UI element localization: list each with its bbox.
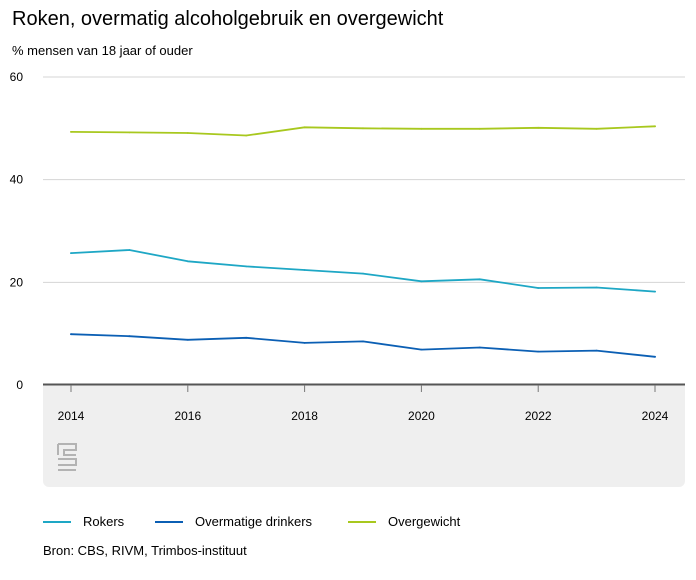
data-point-overmatige-drinkers-2024 bbox=[654, 355, 656, 358]
data-point-rokers-2014 bbox=[70, 252, 72, 255]
y-tick-label-40: 40 bbox=[10, 173, 24, 187]
data-point-rokers-2018 bbox=[303, 269, 306, 271]
data-point-rokers-2021 bbox=[478, 278, 481, 281]
data-point-rokers-2024 bbox=[654, 290, 656, 293]
y-tick-label-60: 60 bbox=[10, 70, 24, 84]
data-point-overmatige-drinkers-2022 bbox=[537, 350, 540, 353]
series-line-rokers bbox=[70, 249, 656, 293]
cbs-logo bbox=[56, 442, 78, 472]
line-chart: 0 20 40 60 2014 2016 2018 2020 2022 2024 bbox=[10, 70, 685, 423]
data-point-overmatige-drinkers-2021 bbox=[478, 346, 481, 349]
data-point-overmatige-drinkers-2017 bbox=[245, 336, 248, 339]
data-point-overgewicht-2018 bbox=[303, 126, 306, 129]
data-point-overgewicht-2017 bbox=[245, 134, 248, 137]
chart-title: Roken, overmatig alcoholgebruik en overg… bbox=[12, 8, 444, 30]
data-point-overgewicht-2020 bbox=[420, 127, 423, 130]
data-point-overgewicht-2016 bbox=[186, 132, 189, 134]
data-point-rokers-2019 bbox=[362, 272, 364, 275]
data-point-overmatige-drinkers-2015 bbox=[128, 335, 131, 338]
data-point-overmatige-drinkers-2020 bbox=[420, 348, 423, 351]
chart-subtitle: % mensen van 18 jaar of ouder bbox=[12, 43, 193, 58]
data-point-overgewicht-2024 bbox=[654, 125, 656, 128]
legend-label-overmatige-drinkers: Overmatige drinkers bbox=[195, 514, 313, 529]
data-point-overgewicht-2015 bbox=[128, 131, 131, 134]
x-tick-label-2022: 2022 bbox=[525, 409, 552, 423]
x-tick-label-2014: 2014 bbox=[58, 409, 85, 423]
x-tick-label-2016: 2016 bbox=[174, 409, 201, 423]
x-tick-label-2018: 2018 bbox=[291, 409, 318, 423]
x-axis-panel bbox=[43, 384, 685, 487]
y-tick-labels: 0 20 40 60 bbox=[10, 70, 24, 392]
legend-label-overgewicht: Overgewicht bbox=[388, 514, 461, 529]
y-tick-label-20: 20 bbox=[10, 275, 24, 289]
gridlines bbox=[43, 76, 685, 386]
y-tick-label-0: 0 bbox=[16, 378, 23, 392]
data-point-overmatige-drinkers-2014 bbox=[70, 333, 72, 336]
data-point-overmatige-drinkers-2018 bbox=[303, 342, 306, 344]
data-point-rokers-2020 bbox=[420, 280, 423, 283]
data-point-overmatige-drinkers-2023 bbox=[595, 349, 598, 352]
x-axis-ticks: 2014 2016 2018 2020 2022 2024 bbox=[58, 385, 669, 423]
data-point-rokers-2023 bbox=[595, 286, 598, 289]
data-point-rokers-2022 bbox=[537, 287, 540, 289]
series-line-overmatige-drinkers bbox=[70, 333, 656, 358]
data-point-overgewicht-2019 bbox=[362, 127, 364, 130]
data-point-overmatige-drinkers-2016 bbox=[186, 338, 189, 341]
data-point-overgewicht-2021 bbox=[478, 127, 481, 130]
legend-swatch-overmatige-drinkers bbox=[155, 521, 183, 523]
legend-swatch-rokers bbox=[43, 521, 71, 523]
data-point-rokers-2015 bbox=[128, 249, 131, 251]
data-point-overgewicht-2014 bbox=[70, 131, 72, 133]
data-point-overmatige-drinkers-2019 bbox=[362, 340, 364, 343]
data-point-rokers-2017 bbox=[245, 265, 248, 268]
series-lines bbox=[70, 125, 656, 358]
legend-swatch-overgewicht bbox=[348, 521, 376, 523]
source-note: Bron: CBS, RIVM, Trimbos-instituut bbox=[43, 543, 247, 558]
x-tick-label-2024: 2024 bbox=[642, 409, 669, 423]
data-point-overgewicht-2023 bbox=[595, 127, 598, 130]
data-point-rokers-2016 bbox=[186, 260, 189, 263]
data-point-overgewicht-2022 bbox=[537, 126, 540, 129]
x-tick-label-2020: 2020 bbox=[408, 409, 435, 423]
legend-label-rokers: Rokers bbox=[83, 514, 125, 529]
